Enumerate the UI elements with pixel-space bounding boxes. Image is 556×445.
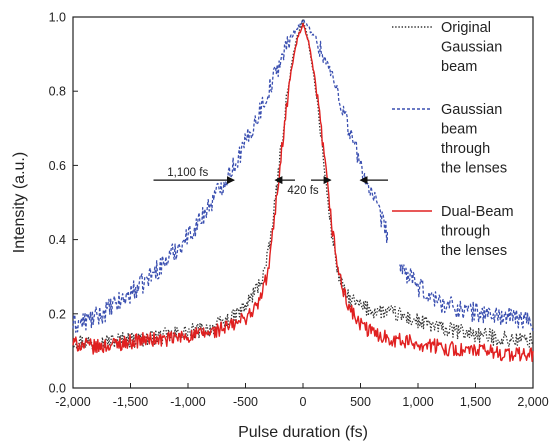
x-tick-label: -1,500 [113,395,148,409]
annotation-1100-fs: 1,100 fs [167,167,208,179]
x-tick-label: 2,000 [517,395,548,409]
x-tick-label: -500 [233,395,258,409]
y-axis-title: Intensity (a.u.) [11,152,28,253]
series-line-3 [72,22,534,362]
y-tick-label: 0.6 [49,159,66,173]
y-tick-label: 0.8 [49,85,66,99]
x-tick-label: 500 [350,395,371,409]
x-tick-label: 1,000 [402,395,433,409]
legend-label-3: Dual-Beam through the lenses [441,204,514,259]
y-tick-label: 0.0 [49,382,66,396]
series-line-2 [72,19,534,333]
legend: Original Gaussian beam Gaussian beam through t… [388,18,524,265]
x-tick-label: -1,000 [170,395,205,409]
legend-bg-3 [388,202,524,265]
annotations: 1,100 fs 420 fs [153,167,390,197]
annotation-420-fs: 420 fs [287,185,319,197]
series-group [72,18,534,362]
legend-bg-2 [388,100,524,182]
y-tick-label: 0.2 [49,307,66,321]
y-tick-label: 1.0 [49,11,66,25]
annotation-420-bg [285,183,321,197]
legend-label-1: Original Gaussian beam [441,20,502,75]
legend-bg-1 [388,18,524,81]
y-tick-label: 0.4 [49,233,66,247]
x-axis-title: Pulse duration (fs) [238,424,368,441]
legend-label-2: Gaussian beam through the lenses [441,102,507,177]
x-tick-label: 1,500 [460,395,491,409]
x-tick-label: -2,000 [55,395,90,409]
series-line-1 [72,18,534,352]
axes: -2,000 -1,500 -1,000 -500 0 500 1,000 1,500 2,00… [11,11,549,442]
x-tick-label: 0 [300,395,307,409]
